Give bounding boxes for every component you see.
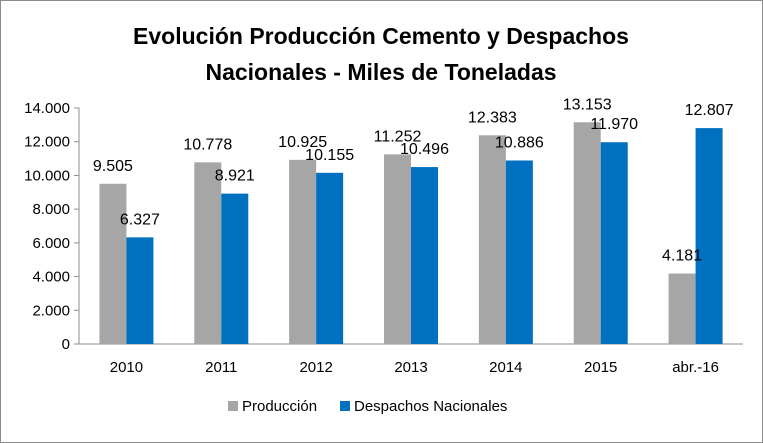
data-label-produccion-2014: 12.383 bbox=[468, 109, 517, 126]
data-label-produccion-2015: 13.153 bbox=[563, 96, 612, 113]
bar-despachos-2015 bbox=[600, 142, 628, 344]
y-tick-label: 2.000 bbox=[32, 302, 70, 319]
y-tick-label: 12.000 bbox=[24, 134, 70, 151]
data-label-despachos-abr.-16: 12.807 bbox=[685, 102, 734, 119]
bar-produccion-abr.-16 bbox=[668, 273, 696, 344]
y-tick-label: 4.000 bbox=[32, 269, 70, 286]
x-tick-label: 2013 bbox=[394, 359, 427, 376]
legend-label-produccion: Producción bbox=[242, 398, 317, 415]
data-labels-group: 9.5056.32710.7788.92110.92510.15511.2521… bbox=[93, 96, 734, 264]
legend: Producción Despachos Nacionales bbox=[228, 398, 507, 415]
chart-title-line-1: Evolución Producción Cemento y Despachos bbox=[133, 23, 629, 49]
bar-despachos-2011 bbox=[221, 193, 249, 344]
y-tick-label: 14.000 bbox=[24, 100, 70, 117]
bar-despachos-2012 bbox=[316, 172, 344, 344]
data-label-despachos-2013: 10.496 bbox=[400, 141, 449, 158]
data-label-despachos-2015: 11.970 bbox=[590, 116, 638, 133]
y-tick-label: 6.000 bbox=[32, 235, 70, 252]
data-label-despachos-2011: 8.921 bbox=[215, 168, 255, 185]
x-axis: 2010 2011 2012 2013 2014 2015 abr.-16 bbox=[79, 343, 743, 376]
data-label-despachos-2014: 10.886 bbox=[495, 134, 544, 151]
bar-produccion-2014 bbox=[478, 135, 506, 344]
bar-produccion-2013 bbox=[384, 154, 411, 344]
legend-swatch-despachos bbox=[340, 401, 350, 411]
data-label-produccion-abr.-16: 4.181 bbox=[662, 248, 702, 265]
legend-label-despachos: Despachos Nacionales bbox=[354, 398, 507, 415]
data-label-produccion-2011: 10.778 bbox=[183, 136, 232, 153]
data-label-produccion-2010: 9.505 bbox=[93, 158, 133, 175]
legend-swatch-produccion bbox=[228, 401, 238, 411]
bar-despachos-2014 bbox=[505, 160, 533, 344]
bar-despachos-2010 bbox=[126, 237, 154, 344]
y-tick-label: 10.000 bbox=[24, 167, 70, 184]
bar-produccion-2010 bbox=[99, 183, 127, 344]
x-tick-label: abr.-16 bbox=[672, 359, 719, 376]
y-tick-label: 0 bbox=[62, 336, 70, 353]
bar-produccion-2011 bbox=[194, 162, 222, 344]
x-tick-label: 2012 bbox=[299, 359, 332, 376]
y-tick-label: 8.000 bbox=[32, 201, 70, 218]
data-label-despachos-2012: 10.155 bbox=[305, 147, 354, 164]
bar-produccion-2015 bbox=[573, 122, 601, 344]
bars-group bbox=[99, 122, 723, 344]
x-tick-label: 2011 bbox=[205, 359, 237, 376]
data-label-produccion-2013: 11.252 bbox=[374, 128, 422, 145]
bar-produccion-2012 bbox=[289, 159, 317, 344]
x-tick-label: 2014 bbox=[489, 359, 522, 376]
x-tick-label: 2010 bbox=[110, 359, 143, 376]
bar-despachos-abr.-16 bbox=[695, 128, 723, 344]
y-axis: 0 2.000 4.000 6.000 8.000 10.000 12.000 14.000 bbox=[24, 100, 80, 353]
data-label-produccion-2012: 10.925 bbox=[278, 134, 327, 151]
bar-despachos-2013 bbox=[411, 167, 438, 344]
x-tick-label: 2015 bbox=[584, 359, 617, 376]
chart-title-line-2: Nacionales - Miles de Toneladas bbox=[205, 59, 556, 85]
data-label-despachos-2010: 6.327 bbox=[120, 211, 160, 228]
